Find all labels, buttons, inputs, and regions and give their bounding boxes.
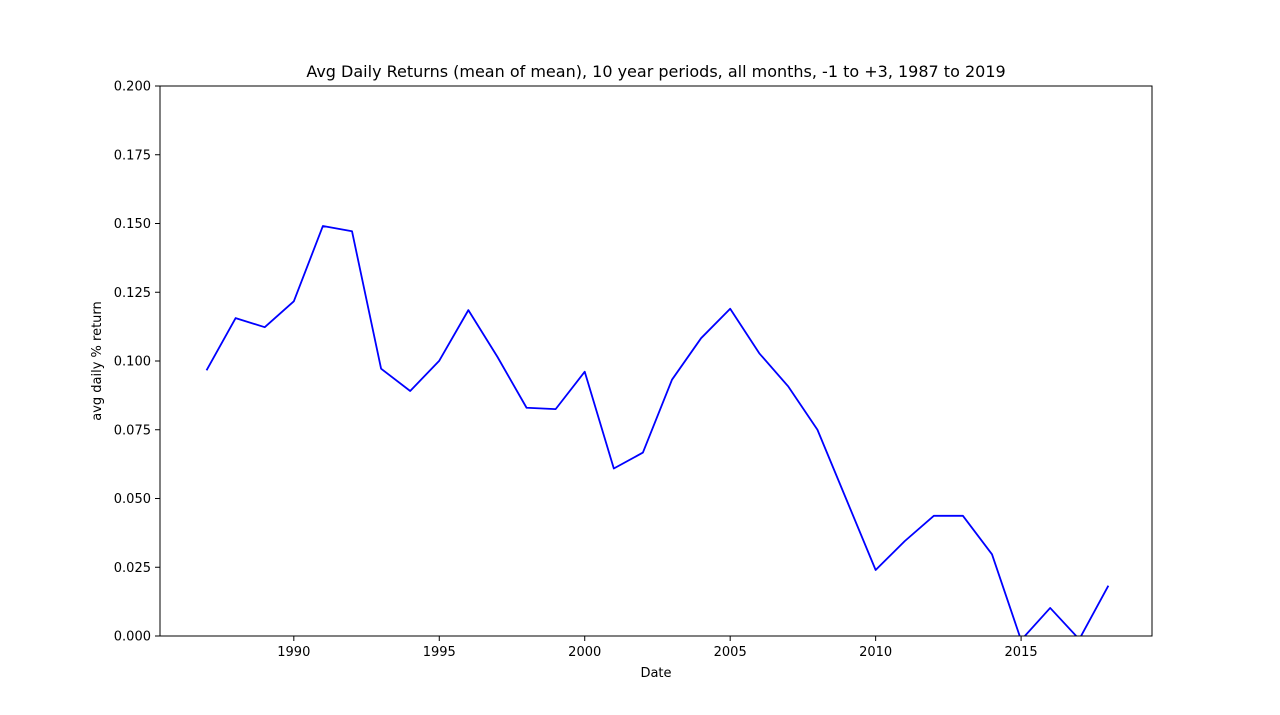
y-tick-label: 0.125	[114, 286, 151, 301]
x-tick-label: 2015	[1005, 645, 1038, 660]
y-axis-label: avg daily % return	[90, 301, 105, 421]
x-axis-ticks: 1990 1995 2000 2005 2010 2015	[277, 636, 1038, 660]
plot-frame	[159, 85, 1153, 637]
y-tick-label: 0.200	[114, 80, 151, 95]
x-tick-label: 1995	[423, 645, 456, 660]
y-tick-label: 0.050	[114, 492, 151, 507]
y-tick-label: 0.150	[114, 217, 151, 232]
x-tick-label: 1990	[277, 645, 310, 660]
x-tick-label: 2000	[568, 645, 601, 660]
series-line	[205, 225, 1110, 636]
y-tick-label: 0.025	[114, 561, 151, 576]
y-tick-label: 0.100	[114, 355, 151, 370]
y-tick-label: 0.075	[114, 423, 151, 438]
x-tick-label: 2005	[714, 645, 747, 660]
y-tick-label: 0.000	[114, 630, 151, 645]
y-axis-ticks: 0.000 0.025 0.050 0.075 0.100 0.125 0.150 0.175…	[114, 80, 160, 645]
y-tick-label: 0.175	[114, 148, 151, 163]
x-tick-label: 2010	[859, 645, 892, 660]
chart-title: Avg Daily Returns (mean of mean), 10 yea…	[306, 62, 1005, 81]
x-axis-label: Date	[640, 666, 671, 681]
